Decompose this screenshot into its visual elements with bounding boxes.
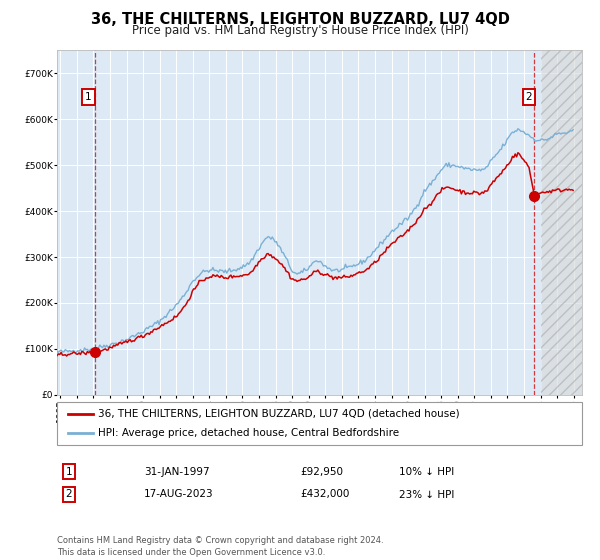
Text: 36, THE CHILTERNS, LEIGHTON BUZZARD, LU7 4QD (detached house): 36, THE CHILTERNS, LEIGHTON BUZZARD, LU7… bbox=[98, 409, 460, 419]
Text: 2: 2 bbox=[526, 92, 532, 102]
Text: HPI: Average price, detached house, Central Bedfordshire: HPI: Average price, detached house, Cent… bbox=[98, 428, 399, 438]
Text: Contains HM Land Registry data © Crown copyright and database right 2024.
This d: Contains HM Land Registry data © Crown c… bbox=[57, 536, 383, 557]
Text: £432,000: £432,000 bbox=[300, 489, 349, 500]
Text: 17-AUG-2023: 17-AUG-2023 bbox=[144, 489, 214, 500]
Text: 23% ↓ HPI: 23% ↓ HPI bbox=[399, 489, 454, 500]
Text: £92,950: £92,950 bbox=[300, 466, 343, 477]
Text: 31-JAN-1997: 31-JAN-1997 bbox=[144, 466, 209, 477]
Text: 36, THE CHILTERNS, LEIGHTON BUZZARD, LU7 4QD: 36, THE CHILTERNS, LEIGHTON BUZZARD, LU7… bbox=[91, 12, 509, 27]
Text: 1: 1 bbox=[65, 466, 73, 477]
Text: Price paid vs. HM Land Registry's House Price Index (HPI): Price paid vs. HM Land Registry's House … bbox=[131, 24, 469, 37]
Text: 2: 2 bbox=[65, 489, 73, 500]
Bar bbox=[541, 50, 582, 395]
Text: 10% ↓ HPI: 10% ↓ HPI bbox=[399, 466, 454, 477]
Text: 1: 1 bbox=[85, 92, 92, 102]
